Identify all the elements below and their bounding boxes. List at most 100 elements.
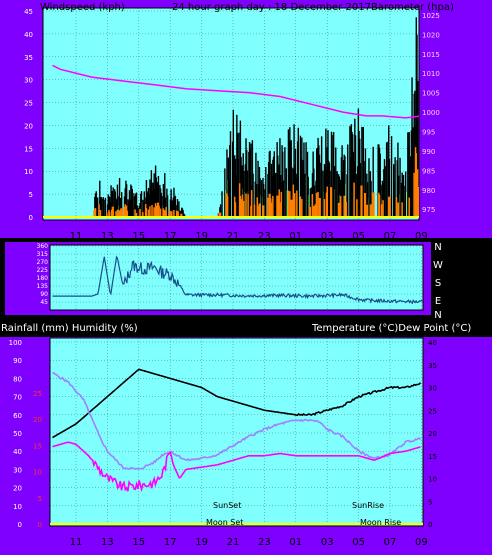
wind-tick-label: 25 xyxy=(24,100,33,108)
humidity-tick-label: 50 xyxy=(13,430,22,438)
baro-tick-label: 1005 xyxy=(422,90,440,98)
wind-gust-bar xyxy=(139,208,143,217)
time-tick-label: 17 xyxy=(164,231,177,242)
time-tick-label: 15 xyxy=(132,231,145,242)
wind-gust-bar xyxy=(116,209,120,217)
temperature-tick-label: 15 xyxy=(428,453,437,461)
direction-tick-label: 360 xyxy=(37,243,49,250)
humidity-tick-label: 0 xyxy=(18,521,22,529)
wind-gust-bar xyxy=(180,213,184,217)
wind-gust-bar xyxy=(382,200,386,217)
wind-gust-bar xyxy=(120,208,124,217)
wind-gust-bar xyxy=(343,195,347,217)
wind-gust-bar xyxy=(94,207,98,217)
humidity-tick-label: 60 xyxy=(13,412,22,420)
wind-gust-bar xyxy=(245,193,249,217)
temperature-tick-label: 35 xyxy=(428,362,437,370)
wind-gust-bar xyxy=(145,207,149,217)
wind-gust-bar xyxy=(408,197,412,217)
direction-tick-label: 225 xyxy=(37,267,49,274)
temp-header-bg xyxy=(0,318,492,337)
time-tick-label: 07 xyxy=(384,537,397,548)
wind-gust-bar xyxy=(345,202,349,217)
wind-gust-bar xyxy=(353,182,357,217)
time-tick-label: 03 xyxy=(321,231,334,242)
temp-dewpoint-axis-title: Temperature (°C)Dew Point (°C) xyxy=(311,323,471,334)
baro-tick-label: 1025 xyxy=(422,12,440,20)
wind-gust-bar xyxy=(159,208,163,217)
humidity-tick-label: 90 xyxy=(13,357,22,365)
wind-tick-label: 20 xyxy=(24,122,33,130)
wind-gust-bar xyxy=(369,204,373,217)
moonset-label: Moon Set xyxy=(206,518,243,527)
wind-gust-bar xyxy=(418,193,419,217)
wind-gust-bar xyxy=(378,194,382,217)
wind-gust-bar xyxy=(253,204,257,217)
windspeed-axis-title: Windspeed (kph) xyxy=(40,2,125,13)
wind-gust-bar xyxy=(339,196,343,217)
rain-tick-label: 25 xyxy=(33,390,42,398)
temperature-tick-label: 40 xyxy=(428,339,437,347)
wind-gust-bar xyxy=(258,203,262,217)
baro-tick-label: 1000 xyxy=(422,109,440,117)
wind-gust-bar xyxy=(301,199,305,217)
temperature-tick-label: 5 xyxy=(428,498,432,506)
rain-tick-label: 15 xyxy=(33,442,42,450)
wind-gust-bar xyxy=(177,211,181,217)
wind-gust-bar xyxy=(387,196,391,217)
wind-bars xyxy=(93,17,419,217)
rain-tick-label: 0 xyxy=(38,521,42,529)
humidity-axis-ticks: 0 10 20 30 40 50 60 70 80 90 100 xyxy=(9,339,22,529)
wind-tick-label: 35 xyxy=(24,54,33,62)
wind-tick-label: 15 xyxy=(24,145,33,153)
time-tick-label: 11 xyxy=(70,537,83,548)
sunrise-label: SunRise xyxy=(352,501,384,510)
wind-gust-bar xyxy=(308,206,312,217)
wind-gust-bar xyxy=(371,192,375,217)
temperature-tick-label: 25 xyxy=(428,407,437,415)
time-tick-label: 17 xyxy=(164,537,177,548)
humidity-tick-label: 30 xyxy=(13,466,22,474)
baro-tick-label: 980 xyxy=(422,187,435,195)
time-tick-label: 01 xyxy=(289,231,302,242)
temperature-tick-label: 30 xyxy=(428,385,437,393)
wind-time-labels: 11 13 15 17 19 21 23 01 03 05 07 09 xyxy=(70,231,428,242)
time-tick-label: 19 xyxy=(195,231,208,242)
time-tick-label: 13 xyxy=(101,537,114,548)
barometer-line xyxy=(52,64,419,119)
baro-tick-label: 975 xyxy=(422,206,435,214)
wind-gust-bar xyxy=(151,204,155,217)
temperature-tick-label: 0 xyxy=(428,521,432,529)
temperature-tick-label: 10 xyxy=(428,476,437,484)
wind-gust-bar xyxy=(276,195,280,217)
wind-gust-bar xyxy=(262,205,266,217)
time-tick-label: 09 xyxy=(415,537,428,548)
baro-tick-label: 995 xyxy=(422,128,435,136)
wind-gust-bar xyxy=(401,202,405,217)
wind-gust-bar xyxy=(280,191,284,217)
wind-gust-bar xyxy=(126,210,130,217)
direction-plot-area xyxy=(49,244,424,311)
humidity-tick-label: 80 xyxy=(13,375,22,383)
wind-gust-bar xyxy=(165,207,169,217)
chart-title: 24 hour graph day : 18 December 2017 xyxy=(172,2,371,13)
wind-tick-label: 0 xyxy=(29,214,33,222)
rain-tick-label: 5 xyxy=(38,495,42,503)
wind-gust-bar xyxy=(142,212,146,217)
baro-tick-label: 1010 xyxy=(422,70,440,78)
wind-gust-bar xyxy=(108,211,112,217)
wind-gust-bar xyxy=(397,202,401,217)
humidity-tick-label: 20 xyxy=(13,485,22,493)
direction-tick-label: 270 xyxy=(37,259,49,266)
wind-gust-bar xyxy=(366,204,370,217)
wind-gust-bar xyxy=(173,209,177,217)
baro-tick-label: 1020 xyxy=(422,31,440,39)
compass-label: W xyxy=(433,260,443,271)
wind-gust-bar xyxy=(272,195,276,217)
direction-tick-label: 180 xyxy=(37,275,49,282)
rain-tick-label: 20 xyxy=(33,416,42,424)
